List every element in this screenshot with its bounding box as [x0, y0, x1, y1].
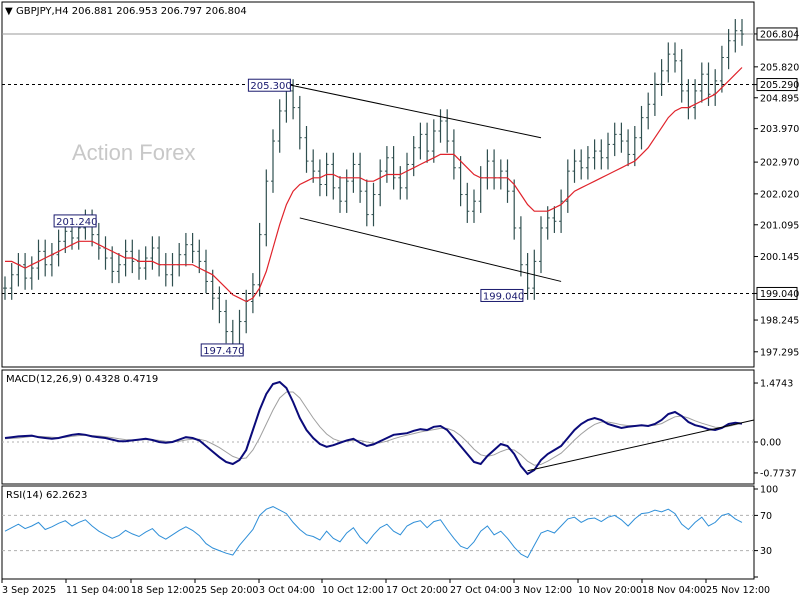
- annotation-label-3: 199.040: [483, 291, 524, 302]
- price-tag-box: [756, 286, 798, 300]
- x-tick-label: 18 Sep 12:00: [131, 585, 194, 596]
- x-tick-label: 27 Oct 04:00: [450, 585, 512, 596]
- collapse-triangle-icon[interactable]: ▼: [5, 6, 13, 17]
- x-tick-label: 3 Nov 12:00: [514, 585, 572, 596]
- rsi-tick-label: 100: [760, 485, 778, 496]
- macd-tick-label: 0.00: [760, 438, 781, 449]
- price-tick-label: 201.095: [760, 220, 799, 231]
- annotation-box-1: [53, 214, 97, 228]
- macd-signal-line: [4, 391, 743, 466]
- channel-upper-line: [286, 83, 542, 139]
- watermark-text: Action Forex: [72, 140, 196, 165]
- price-tick-label: 205.290: [760, 80, 799, 91]
- x-tick-label: 11 Sep 04:00: [66, 585, 129, 596]
- macd-title: MACD(12,26,9) 0.4328 0.4719: [6, 374, 158, 385]
- price-tick-label: 200.145: [760, 252, 799, 263]
- price-tag-box: [756, 27, 798, 41]
- price-tick-label: 202.970: [760, 158, 799, 169]
- x-tick-label: 10 Nov 20:00: [578, 585, 642, 596]
- price-tick-label: 204.895: [760, 93, 799, 104]
- rsi-tick-label: 70: [760, 511, 772, 522]
- macd-tick-label: -0.7737: [760, 468, 797, 479]
- x-tick-label: 17 Oct 20:00: [386, 585, 448, 596]
- price-layer: 205.300 201.240 197.470 199.040: [2, 19, 754, 357]
- x-tick-label: 10 Oct 12:00: [322, 585, 384, 596]
- price-tick-label: 203.970: [760, 124, 799, 135]
- rsi-line: [4, 506, 743, 559]
- rsi-layer: [2, 506, 754, 559]
- axis-layer: 206.804 205.820 205.290 204.895 203.970 202.9…: [1, 27, 799, 596]
- annotation-label-1: 201.240: [56, 217, 97, 228]
- annotation-box-2: [200, 343, 244, 357]
- price-tick-label: 199.040: [760, 289, 799, 300]
- rsi-pane-frame: [1, 485, 755, 580]
- symbol-header: GBPJPY,H4 206.881 206.953 206.797 206.80…: [16, 6, 247, 17]
- annotation-box-0: [247, 78, 291, 92]
- price-pane-frame: [1, 1, 755, 368]
- macd-trend-line: [527, 419, 755, 472]
- channel-lower-line: [299, 217, 562, 282]
- x-tick-label: 3 Sep 2025: [2, 585, 56, 596]
- x-tick-label: 25 Nov 12:00: [706, 585, 770, 596]
- price-tag-box: [756, 78, 798, 92]
- moving-average-line: [5, 67, 743, 303]
- annotation-label-2: 197.470: [203, 346, 244, 357]
- price-tick-label: 197.295: [760, 347, 799, 358]
- x-tick-label: 18 Nov 04:00: [642, 585, 706, 596]
- rsi-title: RSI(14) 62.2623: [6, 490, 87, 501]
- price-tick-label: 205.820: [760, 62, 799, 73]
- rsi-tick-label: 30: [760, 546, 772, 557]
- x-tick-label: 3 Oct 04:00: [259, 585, 315, 596]
- price-tick-label: 206.804: [760, 29, 799, 40]
- x-tick-label: 25 Sep 20:00: [195, 585, 258, 596]
- annotation-label-0: 205.300: [250, 81, 291, 92]
- macd-main-line: [4, 380, 743, 476]
- macd-layer: [2, 380, 755, 476]
- price-tick-label: 202.020: [760, 189, 799, 200]
- price-tick-label: 198.245: [760, 316, 799, 327]
- macd-pane-frame: [1, 369, 755, 485]
- annotation-box-3: [480, 288, 524, 302]
- macd-tick-label: 1.4743: [760, 379, 793, 390]
